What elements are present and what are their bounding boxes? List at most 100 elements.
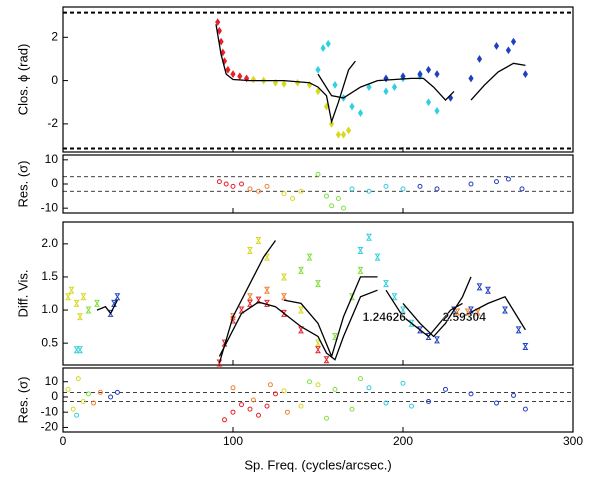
data-point: [328, 119, 335, 128]
y-tick-label: 1.5: [41, 269, 58, 283]
data-point: [345, 126, 352, 135]
y-tick-label: 0.5: [41, 335, 58, 349]
y-tick-label: -2: [47, 116, 58, 130]
data-point: [264, 253, 270, 261]
data-point: [306, 253, 313, 261]
data-point: [357, 266, 364, 274]
data-point: [515, 326, 522, 334]
model-line: [402, 276, 472, 338]
data-point: [332, 386, 338, 392]
data-point: [239, 402, 244, 408]
data-point: [216, 26, 223, 35]
data-point: [425, 333, 432, 341]
data-point: [494, 179, 499, 185]
data-point: [222, 417, 227, 423]
y-tick-label: 1.0: [41, 302, 58, 316]
annotation: 2.59304: [443, 310, 487, 324]
data-point: [284, 409, 290, 415]
data-point: [522, 70, 529, 78]
data-point: [80, 293, 87, 301]
data-point: [366, 385, 372, 391]
data-point: [281, 273, 287, 281]
data-point: [434, 106, 440, 115]
y-tick-label: 10: [45, 152, 59, 166]
data-point: [366, 83, 372, 91]
y-axis-label: Clos. ϕ (rad): [15, 44, 30, 116]
data-point: [294, 78, 301, 87]
data-point: [85, 306, 92, 314]
data-point: [255, 237, 262, 245]
data-point: [315, 65, 321, 74]
data-point: [230, 313, 236, 321]
data-point: [335, 196, 341, 201]
data-point: [267, 382, 273, 388]
data-point: [522, 342, 529, 350]
data-point: [374, 253, 381, 261]
model-line: [385, 289, 463, 338]
data-point: [273, 391, 278, 397]
model-line: [470, 62, 526, 101]
data-point: [315, 339, 321, 347]
data-point: [108, 394, 114, 400]
data-point: [250, 75, 257, 84]
data-point: [341, 205, 346, 211]
data-point: [443, 386, 448, 392]
data-point: [247, 299, 253, 307]
data-point: [114, 293, 121, 301]
data-point: [298, 403, 304, 409]
model-line: [96, 299, 118, 315]
data-point: [358, 376, 363, 382]
data-point: [114, 389, 120, 395]
data-point: [505, 46, 512, 55]
data-point: [97, 389, 103, 395]
data-point: [94, 299, 100, 307]
data-point: [366, 233, 372, 241]
data-point: [215, 18, 221, 27]
y-tick-label: 0: [51, 176, 58, 190]
model-line: [317, 73, 455, 102]
data-point: [332, 333, 338, 341]
data-point: [320, 44, 326, 53]
y-axis-label: Diff. Vis.: [15, 270, 30, 318]
data-point: [77, 313, 83, 321]
data-point: [256, 188, 261, 194]
x-tick-label: 100: [223, 434, 243, 448]
x-axis-label: Sp. Freq. (cycles/arcsec.): [244, 457, 391, 472]
data-point: [434, 336, 440, 344]
data-point: [426, 399, 431, 405]
data-point: [511, 392, 516, 398]
data-point: [391, 83, 398, 91]
data-point: [383, 400, 389, 406]
data-point: [290, 196, 295, 201]
plot-frame: [62, 367, 574, 433]
data-point: [68, 286, 75, 294]
y-tick-label: 2: [51, 29, 58, 43]
data-point: [400, 186, 406, 192]
data-point: [468, 74, 474, 83]
data-point: [315, 280, 321, 288]
data-point: [505, 176, 511, 182]
data-point: [230, 70, 236, 78]
data-point: [80, 399, 86, 405]
data-point: [383, 87, 389, 96]
data-point: [218, 37, 224, 46]
data-point: [307, 379, 312, 385]
data-point: [315, 346, 321, 354]
data-point: [522, 406, 528, 412]
data-point: [247, 246, 253, 254]
data-point: [425, 98, 432, 107]
y-tick-label: 2.0: [41, 236, 58, 250]
data-point: [324, 415, 329, 421]
data-point: [323, 356, 330, 364]
data-point: [409, 403, 414, 409]
data-point: [77, 346, 83, 354]
y-tick-label: -10: [41, 200, 59, 214]
data-point: [237, 72, 243, 81]
data-point: [357, 246, 364, 254]
data-point: [73, 299, 80, 307]
data-point: [324, 193, 329, 199]
data-point: [250, 397, 256, 403]
data-point: [357, 109, 364, 117]
data-point: [230, 385, 236, 391]
